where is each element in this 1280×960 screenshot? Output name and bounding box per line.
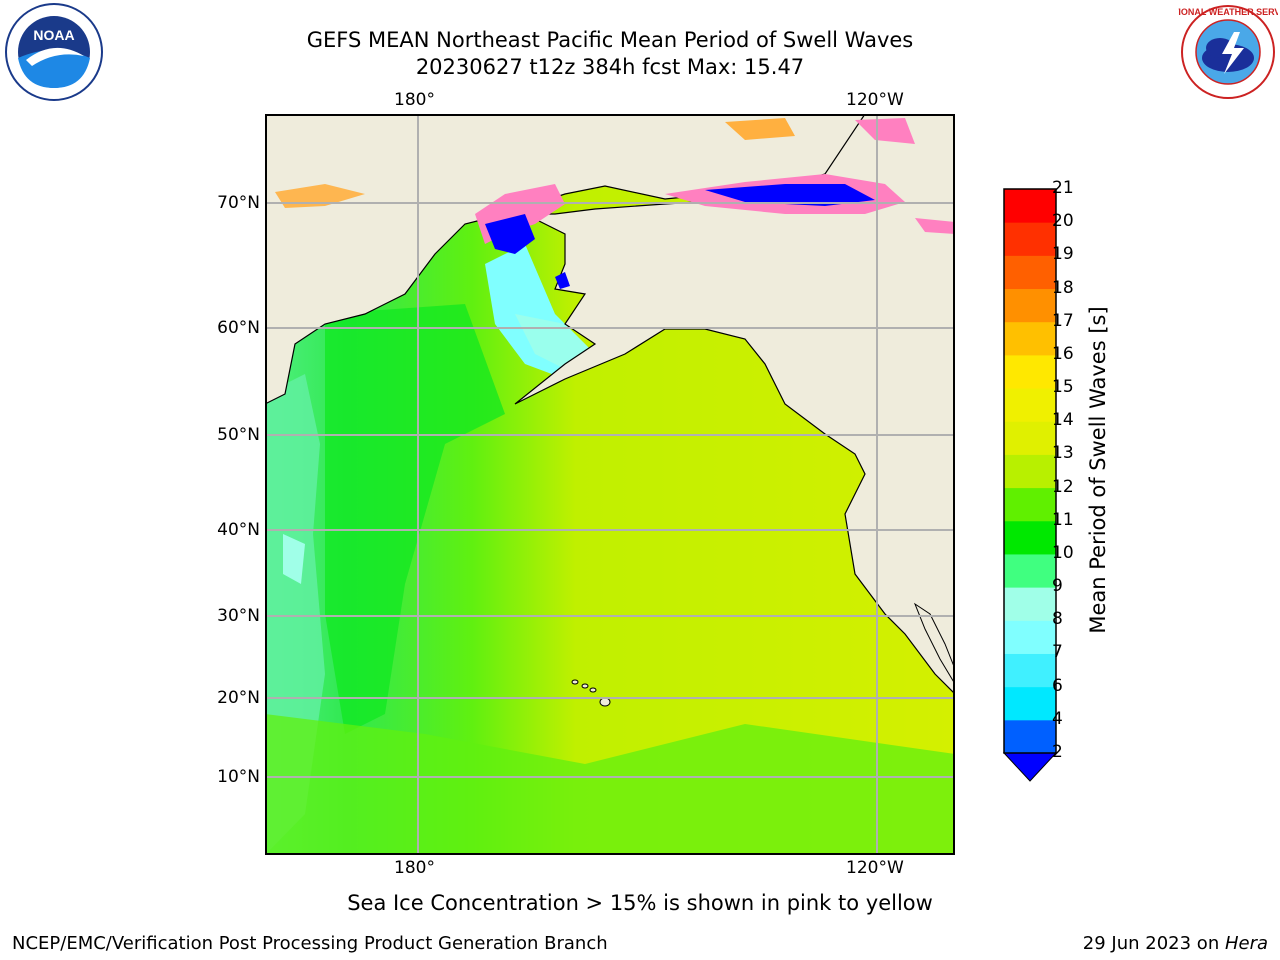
colorbar-tick-label: 6 [1052, 675, 1063, 696]
noaa-logo-text: NOAA [33, 27, 74, 43]
lat-tick-50n: 50°N [217, 425, 260, 445]
colorbar-band [1004, 454, 1056, 489]
lat-tick-20n: 20°N [217, 688, 260, 708]
noaa-logo: NOAA [5, 3, 103, 101]
colorbar-tick-label: 4 [1052, 708, 1063, 729]
colorbar-tick-label: 10 [1052, 542, 1074, 563]
colorbar [1002, 188, 1058, 782]
sea-ice-arctic-orange [725, 118, 795, 140]
colorbar-tick-label: 15 [1052, 377, 1074, 398]
footer-organization: NCEP/EMC/Verification Post Processing Pr… [12, 933, 608, 954]
colorbar-band [1004, 388, 1056, 422]
colorbar-tick-label: 21 [1052, 178, 1074, 198]
colorbar-tick-label: 7 [1052, 642, 1063, 663]
lat-tick-60n: 60°N [217, 318, 260, 338]
colorbar-band [1004, 553, 1056, 588]
colorbar-tick-label: 12 [1052, 476, 1074, 497]
lon-tick-top-120w: 120°W [846, 90, 904, 110]
colorbar-tick-label: 11 [1052, 509, 1074, 530]
colorbar-under-arrow [1002, 752, 1058, 782]
footer-host: Hera [1224, 933, 1268, 954]
colorbar-label: Mean Period of Swell Waves [s] [1086, 306, 1110, 634]
colorbar-band [1004, 354, 1056, 389]
colorbar-tick-label: 8 [1052, 609, 1063, 630]
colorbar-band [1004, 321, 1056, 356]
colorbar-tick-label: 20 [1052, 211, 1074, 232]
west-cyan-patch [283, 534, 305, 584]
colorbar-band [1004, 620, 1056, 654]
colorbar-band [1004, 189, 1056, 223]
colorbar-tick-label: 16 [1052, 343, 1074, 364]
lon-tick-bottom-180: 180° [394, 858, 435, 878]
colorbar-band [1004, 653, 1056, 688]
colorbar-tick-label: 13 [1052, 443, 1074, 464]
colorbar-tick-label: 9 [1052, 576, 1063, 597]
lat-tick-70n: 70°N [217, 193, 260, 213]
lon-tick-bottom-120w: 120°W [846, 858, 904, 878]
lat-tick-10n: 10°N [217, 767, 260, 787]
colorbar-band [1004, 288, 1056, 323]
colorbar-band [1004, 222, 1056, 256]
colorbar-band [1004, 421, 1056, 455]
colorbar-band [1004, 487, 1056, 522]
sea-ice-note: Sea Ice Concentration > 15% is shown in … [347, 891, 933, 915]
colorbar-band [1004, 587, 1056, 621]
nws-logo: NATIONAL WEATHER SERVICE [1178, 5, 1278, 99]
swell-period-map [265, 114, 955, 855]
chart-title: GEFS MEAN Northeast Pacific Mean Period … [306, 28, 914, 52]
lat-tick-40n: 40°N [217, 520, 260, 540]
colorbar-frame [1003, 188, 1057, 754]
southern-green-band [265, 714, 955, 855]
lon-tick-top-180: 180° [394, 90, 435, 110]
map-frame [265, 114, 955, 855]
colorbar-band [1004, 686, 1056, 721]
green-band [325, 304, 505, 734]
colorbar-tick-label: 19 [1052, 244, 1074, 265]
colorbar-band [1004, 520, 1056, 555]
footer-date: 29 Jun 2023 on Hera [1083, 933, 1268, 954]
colorbar-tick-label: 18 [1052, 277, 1074, 298]
lat-tick-30n: 30°N [217, 606, 260, 626]
colorbar-band [1004, 255, 1056, 290]
chart-subtitle: 20230627 t12z 384h fcst Max: 15.47 [415, 55, 805, 79]
footer-date-text: 29 Jun 2023 on [1082, 933, 1225, 954]
colorbar-tick-label: 17 [1052, 310, 1074, 331]
colorbar-tick-label: 14 [1052, 410, 1074, 431]
graticule [265, 114, 955, 855]
colorbar-band [1004, 719, 1056, 754]
nws-logo-text: NATIONAL WEATHER SERVICE [1178, 7, 1278, 17]
colorbar-tick-label: 2 [1052, 742, 1063, 762]
hawaiian-islands [571, 679, 611, 707]
